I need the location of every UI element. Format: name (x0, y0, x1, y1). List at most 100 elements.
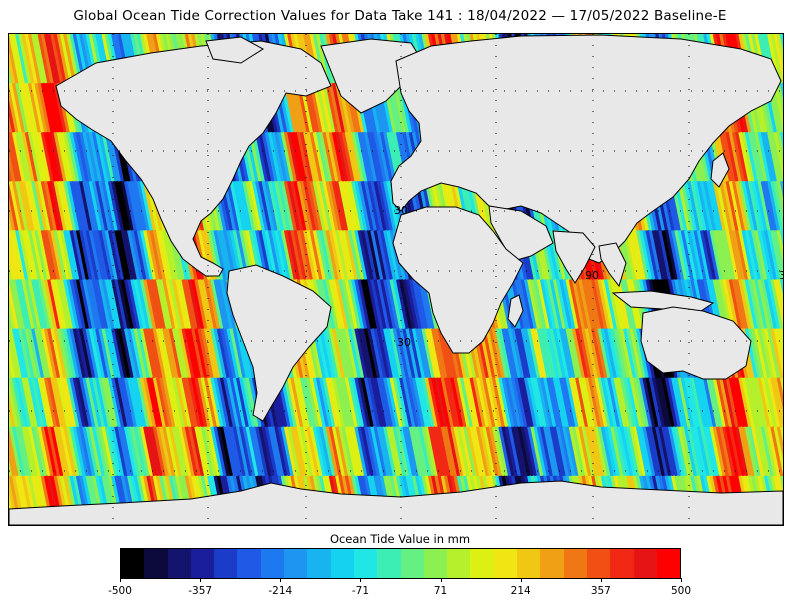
track-segment (95, 131, 109, 183)
track-segment (24, 131, 39, 183)
track-segment (255, 426, 269, 478)
track-segment (191, 426, 205, 478)
track-segment (15, 82, 29, 134)
colorbar-segment (284, 549, 308, 578)
track-segment (165, 230, 180, 281)
track-segment (706, 230, 721, 281)
track-segment (539, 328, 554, 380)
track-segment (626, 328, 641, 380)
track-segment (37, 180, 52, 232)
track-segment (370, 377, 385, 429)
track-segment (11, 426, 26, 478)
track-segment (9, 146, 17, 183)
colorbar-segment (121, 549, 145, 578)
track-segment (469, 377, 484, 429)
track-segment (165, 426, 180, 478)
colorbar (120, 548, 681, 579)
colorbar-tick-mark (681, 578, 682, 582)
track-segment (386, 279, 401, 330)
track-segment (568, 328, 583, 380)
track-segment (24, 426, 39, 478)
track-segment (594, 377, 609, 429)
track-segment (315, 82, 330, 134)
track-segment (776, 180, 783, 214)
track-segment (351, 230, 365, 281)
colorbar-segment (447, 549, 471, 578)
colorbar-segment (377, 549, 401, 578)
colorbar-segment (517, 549, 541, 578)
track-segment (47, 377, 61, 429)
track-segment (386, 180, 401, 232)
track-segment (239, 180, 253, 232)
track-segment (165, 328, 180, 380)
track-segment (389, 377, 404, 429)
track-segment (59, 328, 74, 380)
track-segment (747, 230, 762, 281)
track-segment (421, 328, 436, 380)
track-segment (136, 328, 151, 380)
track-segment (210, 377, 225, 429)
track-segment (651, 230, 666, 281)
track-segment (255, 180, 269, 232)
track-segment (677, 426, 692, 478)
land-indonesia (611, 290, 715, 312)
track-segment (53, 279, 68, 330)
track-segment (751, 131, 765, 183)
track-segment (616, 279, 631, 330)
track-segment (69, 180, 84, 232)
track-segment (555, 426, 570, 478)
track-segment (741, 279, 756, 330)
track-segment (296, 180, 311, 232)
track-segment (715, 426, 730, 478)
track-segment (395, 82, 410, 134)
track-segment (63, 131, 77, 183)
track-segment (392, 426, 407, 478)
track-segment (344, 279, 359, 330)
track-segment (309, 230, 324, 281)
track-segment (139, 377, 154, 429)
track-segment (351, 426, 365, 478)
track-segment (213, 279, 228, 330)
track-segment (168, 279, 183, 330)
track-segment (632, 230, 647, 281)
track-segment (546, 426, 561, 478)
colorbar-segment (400, 549, 424, 578)
track-segment (40, 180, 55, 232)
track-segment (735, 131, 749, 183)
track-segment (290, 377, 305, 429)
track-segment (322, 328, 337, 380)
track-segment (664, 377, 679, 429)
track-segment (376, 131, 391, 183)
track-segment (776, 475, 783, 508)
track-segment (9, 260, 13, 281)
track-segment (9, 342, 17, 380)
track-segment (139, 279, 154, 330)
track-segment (312, 426, 327, 478)
track-segment (754, 131, 769, 183)
track-segment (184, 377, 199, 429)
track-segment (600, 328, 615, 380)
colorbar-segment (656, 549, 681, 578)
colorbar-segment (493, 549, 518, 578)
track-segment (69, 426, 84, 478)
track-segment (411, 377, 426, 429)
track-segment (181, 377, 196, 429)
track-segment (338, 180, 353, 232)
track-segment (395, 328, 410, 380)
track-segment (571, 426, 586, 478)
track-segment (754, 180, 769, 232)
track-segment (767, 230, 781, 281)
track-segment (9, 279, 20, 330)
track-segment (773, 131, 783, 180)
track-segment (367, 426, 381, 478)
track-segment (466, 426, 481, 478)
track-segment (31, 426, 45, 478)
track-segment (114, 328, 129, 380)
track-segment (495, 328, 509, 380)
track-segment (34, 426, 49, 478)
track-segment (50, 377, 65, 429)
track-segment (315, 377, 330, 429)
track-segment (223, 377, 237, 429)
track-segment (146, 328, 161, 380)
colorbar-segment (540, 549, 564, 578)
